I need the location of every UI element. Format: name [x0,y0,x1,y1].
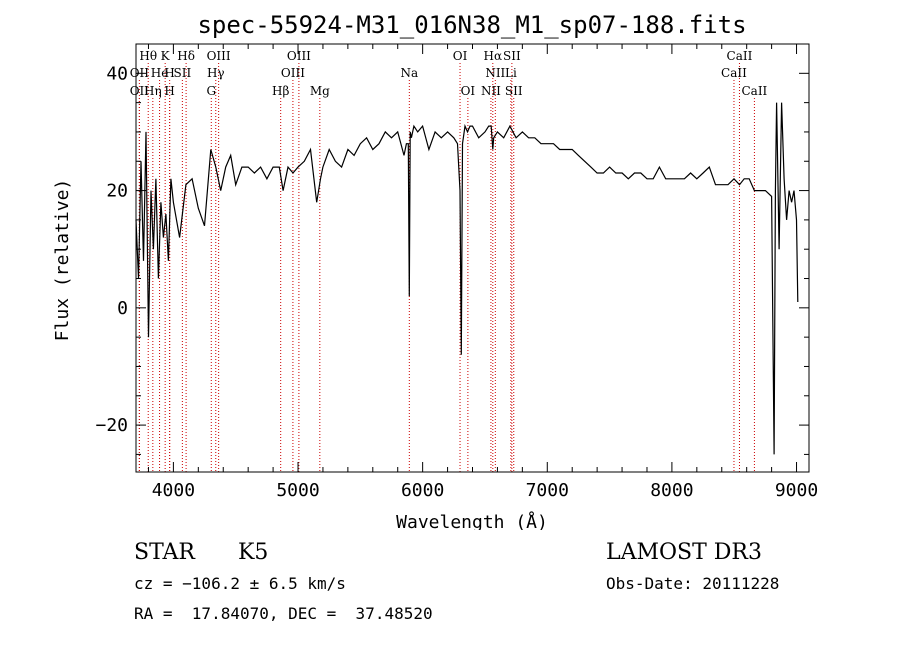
spectrum-chart: spec-55924-M31_016N38_M1_sp07-188.fits H… [52,11,818,530]
emission-line-label: OIII [281,66,305,80]
object-class: STAR [134,540,195,565]
x-tick-label: 9000 [775,480,818,501]
flux-series-line [135,102,799,455]
y-tick-label: 40 [106,63,128,84]
x-tick-label: 7000 [526,480,569,501]
y-axis-label: Flux (relative) [52,179,73,342]
emission-line-label: CaII [727,49,753,63]
emission-line-label: OIII [287,49,311,63]
emission-line-label: SII [503,49,521,63]
y-tick-label: 20 [106,181,128,202]
emission-line-label: Hη [144,84,162,98]
sky-coordinates: RA = 17.84070, DEC = 37.48520 [134,604,433,623]
emission-line-label: Mg [310,84,330,98]
plot-frame [135,43,810,473]
x-axis-label: Wavelength (Å) [396,511,548,530]
emission-line-label: NII [481,84,501,98]
emission-line-label: CaII [721,66,747,80]
emission-line-label: NII [485,66,505,80]
emission-line-label: OI [453,49,468,63]
y-tick-label: −20 [95,415,128,436]
emission-line-label: Li [505,66,517,80]
x-tick-label: 8000 [650,480,693,501]
emission-line-label: OI [461,84,476,98]
emission-line-markers [138,63,755,472]
emission-line-label: Hδ [177,49,195,63]
y-tick-label: 0 [117,298,128,319]
emission-line-label: SII [174,66,192,80]
emission-line-label: Na [400,66,418,80]
x-tick-label: 5000 [276,480,319,501]
emission-line-label: Hθ [139,49,157,63]
x-tick-label: 6000 [401,480,444,501]
x-tick-label: 4000 [152,480,195,501]
object-subclass: K5 [238,540,269,565]
emission-line-label: H [164,84,174,98]
emission-line-label: He [151,66,169,80]
observation-date: Obs-Date: 20111228 [606,574,780,593]
emission-line-label: OII [130,84,150,98]
emission-line-label: CaII [741,84,767,98]
x-axis-ticks: 4000 5000 6000 7000 8000 9000 [147,44,818,501]
emission-line-label: OIII [207,49,231,63]
emission-line-label: SII [505,84,523,98]
emission-line-label: H [164,66,174,80]
emission-line-label: Hβ [272,84,289,98]
chart-title: spec-55924-M31_016N38_M1_sp07-188.fits [197,11,746,39]
y-axis-ticks: −20 0 20 40 [95,43,809,455]
emission-line-label: Hα [484,49,503,63]
emission-line-label: Hγ [207,66,225,80]
survey-name: LAMOST DR3 [606,540,762,565]
emission-line-label: G [206,84,216,98]
redshift-cz: cz = −106.2 ± 6.5 km/s [134,574,346,593]
emission-line-label: K [161,49,171,63]
